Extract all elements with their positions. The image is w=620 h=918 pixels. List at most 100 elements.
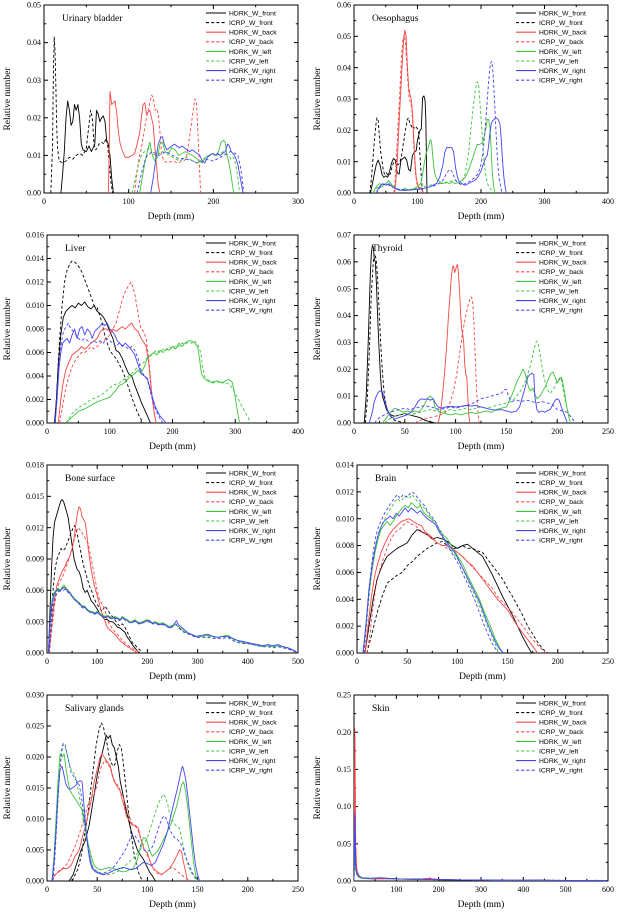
y-tick-label: 0.02 bbox=[337, 365, 351, 374]
legend-label: ICRP_W_right bbox=[229, 538, 273, 545]
x-tick-label: 50 bbox=[401, 427, 409, 436]
y-tick-label: 0.04 bbox=[337, 311, 351, 320]
y-tick-label: 0.016 bbox=[26, 231, 44, 240]
y-tick-label: 0.15 bbox=[337, 765, 351, 774]
y-tick-label: 0.02 bbox=[27, 113, 41, 122]
y-tick-label: 0.05 bbox=[27, 1, 41, 10]
y-tick-label: 0.005 bbox=[26, 846, 44, 855]
legend-label: ICRP_W_left bbox=[229, 748, 268, 755]
legend-label: HDRK_W_right bbox=[539, 528, 586, 535]
y-tick-label: 0.012 bbox=[336, 487, 354, 496]
y-tick-label: 0.010 bbox=[26, 815, 44, 824]
series-line-ICRP_W_front bbox=[54, 260, 145, 423]
series-line-HDRK_W_left bbox=[354, 828, 608, 881]
series-line-ICRP_W_front bbox=[48, 525, 143, 653]
legend-label: ICRP_W_front bbox=[539, 20, 583, 27]
y-tick-label: 0.009 bbox=[26, 555, 44, 564]
series-line-ICRP_W_left bbox=[363, 494, 500, 653]
x-tick-label: 200 bbox=[167, 427, 179, 436]
series-line-HDRK_W_right bbox=[362, 507, 504, 653]
legend-label: ICRP_W_left bbox=[539, 748, 578, 755]
y-tick-label: 0.03 bbox=[27, 76, 41, 85]
legend-label: ICRP_W_back bbox=[229, 269, 274, 276]
y-axis-title: Relative number bbox=[3, 297, 13, 361]
legend-label: HDRK_W_front bbox=[539, 700, 586, 707]
x-tick-label: 250 bbox=[602, 657, 614, 666]
y-tick-label: 0.07 bbox=[337, 231, 351, 240]
x-tick-label: 300 bbox=[192, 657, 204, 666]
series-line-ICRP_W_left bbox=[384, 340, 576, 423]
series-line-ICRP_W_right bbox=[52, 742, 199, 881]
y-axis-title: Relative number bbox=[3, 756, 13, 820]
x-axis-title: Depth (mm) bbox=[149, 441, 196, 452]
legend-label: ICRP_W_right bbox=[229, 308, 273, 315]
legend-label: HDRK_W_left bbox=[539, 509, 581, 516]
y-tick-label: 0.002 bbox=[26, 395, 44, 404]
y-tick-label: 0.004 bbox=[26, 372, 44, 381]
x-tick-label: 250 bbox=[292, 885, 304, 894]
legend-label: ICRP_W_back bbox=[229, 729, 274, 736]
series-line-HDRK_W_back bbox=[364, 518, 539, 653]
chart-title: Skin bbox=[372, 704, 390, 714]
legend-label: HDRK_W_left bbox=[539, 279, 581, 286]
legend-label: HDRK_W_front bbox=[229, 470, 276, 477]
series-line-ICRP_W_front bbox=[50, 36, 114, 193]
x-tick-label: 0 bbox=[42, 197, 46, 206]
y-axis-title: Relative number bbox=[3, 527, 13, 591]
chart-title: Brain bbox=[375, 474, 396, 484]
y-axis-title: Relative number bbox=[313, 527, 323, 591]
x-axis-title: Depth (mm) bbox=[149, 671, 196, 682]
y-tick-label: 0.01 bbox=[337, 157, 351, 166]
series-line-HDRK_W_left bbox=[362, 502, 503, 653]
chart-oesophagus: 0 100 200 300 400 0.00 0.01 0.02 0.03 0.04 0.05 0.0… bbox=[310, 0, 620, 230]
y-axis-title: Relative number bbox=[313, 297, 323, 361]
x-tick-label: 0 bbox=[355, 657, 359, 666]
y-tick-label: 0.01 bbox=[337, 392, 351, 401]
y-tick-label: 0.012 bbox=[26, 278, 44, 287]
y-tick-label: 0.06 bbox=[337, 257, 351, 266]
y-tick-label: 0.002 bbox=[336, 622, 354, 631]
x-tick-label: 200 bbox=[141, 657, 153, 666]
y-tick-label: 0.06 bbox=[337, 1, 351, 10]
series-line-HDRK_W_front bbox=[68, 734, 156, 881]
series-line-ICRP_W_front bbox=[369, 117, 424, 193]
x-tick-label: 0 bbox=[352, 885, 356, 894]
y-tick-label: 0.04 bbox=[27, 38, 41, 47]
legend-label: HDRK_W_back bbox=[229, 720, 277, 727]
legend-label: ICRP_W_back bbox=[229, 39, 274, 46]
x-tick-label: 100 bbox=[412, 197, 424, 206]
x-tick-label: 200 bbox=[551, 427, 563, 436]
plot-svg: 0 100 200 300 400 0.000 0.002 0.004 0.006 0.008 0.… bbox=[3, 231, 304, 452]
y-tick-label: 0.05 bbox=[337, 839, 351, 848]
series-line-HDRK_W_right bbox=[368, 372, 568, 423]
series-line-ICRP_W_right bbox=[354, 817, 608, 881]
plot-svg: 0 100 200 300 400 500 600 0.00 0.05 0.10 0.15 0.20 0… bbox=[313, 691, 614, 910]
legend-label: HDRK_W_back bbox=[229, 30, 277, 37]
x-tick-label: 300 bbox=[229, 427, 241, 436]
series-line-HDRK_W_left bbox=[382, 368, 571, 423]
x-tick-label: 200 bbox=[433, 885, 445, 894]
series-line-HDRK_W_front bbox=[364, 529, 533, 653]
legend-label: ICRP_W_back bbox=[539, 499, 584, 506]
legend-label: HDRK_W_front bbox=[539, 240, 586, 247]
legend-label: ICRP_W_front bbox=[229, 250, 273, 257]
series-line-HDRK_W_back bbox=[57, 322, 157, 423]
y-tick-label: 0.10 bbox=[337, 802, 351, 811]
y-tick-label: 0.006 bbox=[336, 568, 354, 577]
series-line-HDRK_W_back bbox=[51, 753, 189, 881]
x-axis-title: Depth (mm) bbox=[149, 899, 196, 910]
legend-label: HDRK_W_right bbox=[229, 68, 276, 75]
series-line-HDRK_W_front bbox=[54, 301, 151, 423]
y-tick-label: 0.004 bbox=[336, 595, 354, 604]
legend-label: HDRK_W_right bbox=[539, 758, 586, 765]
legend-label: ICRP_W_front bbox=[229, 710, 273, 717]
chart-skin: 0 100 200 300 400 500 600 0.00 0.05 0.10 0.15 0.20 0… bbox=[310, 690, 620, 918]
x-axis-title: Depth (mm) bbox=[458, 211, 505, 222]
legend-label: HDRK_W_back bbox=[229, 260, 277, 267]
series-line-ICRP_W_back bbox=[51, 759, 190, 881]
y-axis-title: Relative number bbox=[3, 67, 13, 131]
series-line-ICRP_W_back bbox=[366, 520, 547, 653]
y-tick-label: 0.015 bbox=[26, 784, 44, 793]
plot-svg: 0 100 200 300 400 500 0.000 0.003 0.006 0.009 0.01… bbox=[3, 461, 304, 682]
